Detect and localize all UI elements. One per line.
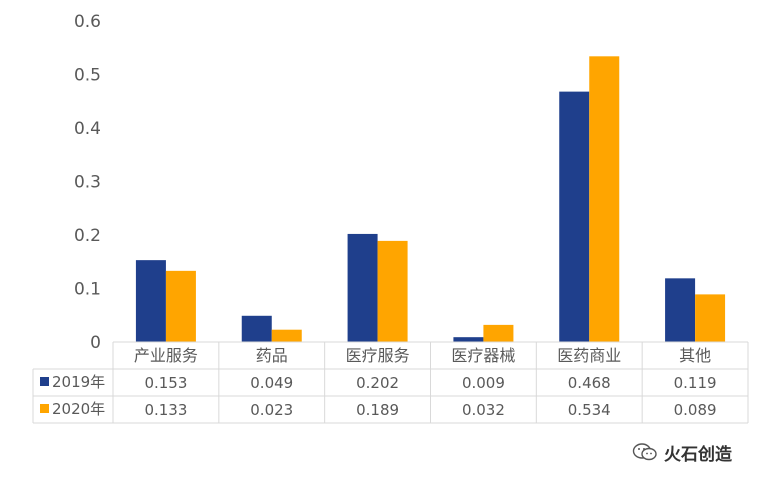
ytick-label: 0.4 bbox=[74, 119, 101, 139]
legend-swatch-1 bbox=[40, 404, 49, 413]
bar-2020-3 bbox=[483, 324, 514, 342]
bar-2020-5 bbox=[695, 294, 726, 342]
category-label: 医药商业 bbox=[557, 346, 621, 365]
wechat-icon bbox=[632, 443, 657, 461]
ytick-label: 0.1 bbox=[74, 280, 101, 300]
legend-label: 2020年 bbox=[52, 400, 105, 418]
ytick-label: 0.5 bbox=[74, 66, 101, 86]
ytick-label: 0 bbox=[90, 333, 101, 353]
category-label: 其他 bbox=[679, 346, 711, 365]
category-label: 产业服务 bbox=[134, 346, 198, 365]
legend-swatch-0 bbox=[40, 377, 49, 386]
legend-label: 2019年 bbox=[52, 373, 105, 391]
ytick-label: 0.6 bbox=[74, 12, 101, 32]
table-value: 0.153 bbox=[144, 374, 187, 392]
category-label: 医疗服务 bbox=[346, 346, 410, 365]
bar-2019-4 bbox=[559, 91, 590, 343]
table-value: 0.202 bbox=[356, 374, 399, 392]
table-value: 0.023 bbox=[250, 401, 293, 419]
ytick-label: 0.2 bbox=[74, 226, 101, 246]
table-value: 0.133 bbox=[144, 401, 187, 419]
table-value: 0.032 bbox=[462, 401, 505, 419]
bar-2020-4 bbox=[589, 56, 620, 343]
table-value: 0.089 bbox=[674, 401, 717, 419]
watermark: 火石创造 bbox=[632, 440, 762, 465]
bar-2020-0 bbox=[165, 270, 196, 342]
bar-2019-0 bbox=[135, 260, 166, 342]
category-label: 医疗器械 bbox=[451, 346, 515, 365]
bar-2019-3 bbox=[453, 337, 484, 342]
ytick-label: 0.3 bbox=[74, 173, 101, 193]
table-value: 0.534 bbox=[568, 401, 611, 419]
table-value: 0.189 bbox=[356, 401, 399, 419]
bar-2020-2 bbox=[377, 240, 408, 342]
watermark-text: 火石创造 bbox=[664, 444, 732, 465]
bar-2019-1 bbox=[241, 315, 272, 342]
table-value: 0.119 bbox=[674, 374, 717, 392]
category-label: 药品 bbox=[256, 346, 288, 365]
bar-2020-1 bbox=[271, 329, 302, 342]
table-value: 0.468 bbox=[568, 374, 611, 392]
bar-2019-5 bbox=[665, 278, 696, 342]
bar-2019-2 bbox=[347, 233, 378, 342]
table-value: 0.049 bbox=[250, 374, 293, 392]
table-value: 0.009 bbox=[462, 374, 505, 392]
